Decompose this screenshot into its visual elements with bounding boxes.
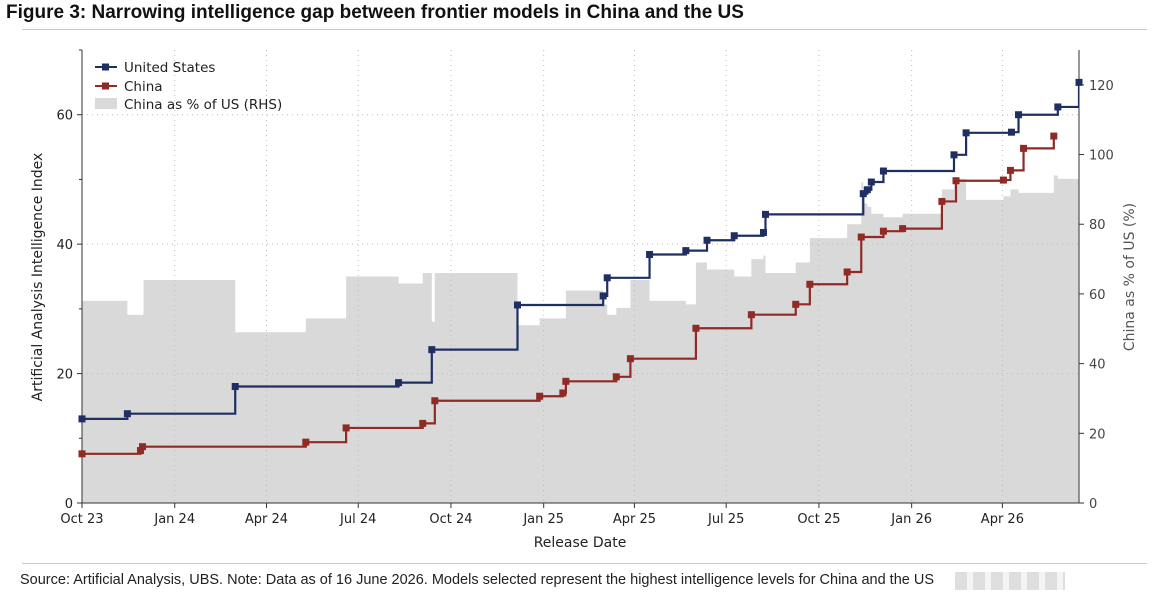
us-point <box>962 129 970 137</box>
us-point <box>761 210 769 218</box>
china-point <box>843 268 851 276</box>
china-point <box>857 233 865 241</box>
legend-ratio-swatch <box>95 98 117 109</box>
legend: United States China China as % of US (RH… <box>95 60 282 113</box>
x-tick-label: Apr 26 <box>981 512 1024 527</box>
legend-us-marker <box>102 63 109 71</box>
source-rule <box>22 563 1147 564</box>
legend-us-label: United States <box>124 60 215 76</box>
y2-tick-label: 80 <box>1089 218 1106 233</box>
china-point <box>1050 132 1058 140</box>
us-point <box>879 167 887 175</box>
us-point <box>78 415 86 423</box>
china-point <box>806 280 814 288</box>
y-tick-label: 0 <box>65 497 73 512</box>
x-tick-label: Oct 24 <box>429 512 472 527</box>
china-point <box>692 324 700 332</box>
us-point <box>428 346 436 354</box>
us-point <box>759 228 767 236</box>
us-point <box>682 247 690 255</box>
us-point <box>1075 78 1083 86</box>
china-point <box>431 397 439 405</box>
x-tick-label: Jul 25 <box>707 512 744 527</box>
china-point <box>792 300 800 308</box>
y2-axis-label: China as % of US (%) <box>1122 203 1138 351</box>
china-point <box>999 176 1007 184</box>
x-tick-label: Apr 25 <box>613 512 656 527</box>
china-point <box>342 424 350 432</box>
ratio-area <box>82 175 1079 503</box>
y2-tick-label: 0 <box>1089 497 1097 512</box>
china-point <box>559 389 567 397</box>
y2-tick-label: 100 <box>1089 149 1114 164</box>
legend-china-label: China <box>124 79 163 95</box>
us-point <box>231 383 239 391</box>
x-tick-label: Jul 24 <box>339 512 376 527</box>
us-point <box>599 292 607 300</box>
us-point <box>730 232 738 240</box>
us-point <box>513 301 521 309</box>
source-note: Source: Artificial Analysis, UBS. Note: … <box>20 572 935 588</box>
x-tick-label: Oct 23 <box>60 512 103 527</box>
china-point <box>78 450 86 458</box>
y-tick-label: 60 <box>56 109 73 124</box>
x-axis-label: Release Date <box>534 535 627 551</box>
china-point <box>1006 166 1014 174</box>
y2-tick-label: 20 <box>1089 427 1106 442</box>
x-tick-label: Jan 26 <box>890 512 932 527</box>
x-tick-label: Jan 25 <box>522 512 564 527</box>
x-tick-label: Apr 24 <box>245 512 288 527</box>
china-point <box>562 377 570 385</box>
us-point <box>1015 111 1023 119</box>
title-rule <box>22 29 1147 30</box>
us-point <box>867 178 875 186</box>
us-point <box>859 190 867 198</box>
china-point <box>938 197 946 205</box>
legend-ratio-label: China as % of US (RHS) <box>124 97 282 113</box>
china-point <box>419 419 427 427</box>
china-point <box>302 438 310 446</box>
watermark <box>955 572 1065 590</box>
y-axis-label: Artificial Analysis Intelligence Index <box>30 153 46 402</box>
y2-tick-label: 120 <box>1089 79 1114 94</box>
us-point <box>863 186 871 194</box>
legend-china-marker <box>102 82 109 90</box>
china-point <box>612 373 620 381</box>
us-point <box>703 236 711 244</box>
y-tick-label: 40 <box>56 238 73 253</box>
us-point <box>950 151 958 159</box>
china-series-line <box>82 136 1055 455</box>
us-point <box>603 274 611 282</box>
us-point <box>646 250 654 258</box>
intelligence-gap-chart: Oct 23 Jan 24 Apr 24 Jul 24 Oct 24 Jan 25 Apr … <box>30 49 1138 551</box>
us-point <box>1054 103 1062 111</box>
y2-tick-label: 60 <box>1089 288 1106 303</box>
china-point <box>879 227 887 235</box>
china-point <box>899 225 907 233</box>
us-point <box>1007 128 1015 136</box>
y2-tick-label: 40 <box>1089 358 1106 373</box>
us-point <box>123 410 131 418</box>
china-point <box>138 443 146 451</box>
x-tick-label: Jan 24 <box>153 512 195 527</box>
china-point <box>1020 144 1028 152</box>
us-point <box>395 379 403 387</box>
china-point <box>952 177 960 185</box>
figure-title: Figure 3: Narrowing intelligence gap bet… <box>6 2 744 23</box>
china-point <box>747 311 755 319</box>
x-tick-label: Oct 25 <box>797 512 840 527</box>
china-point <box>626 355 634 363</box>
china-point <box>136 447 144 455</box>
china-point <box>536 392 544 400</box>
y-tick-label: 20 <box>56 368 73 383</box>
